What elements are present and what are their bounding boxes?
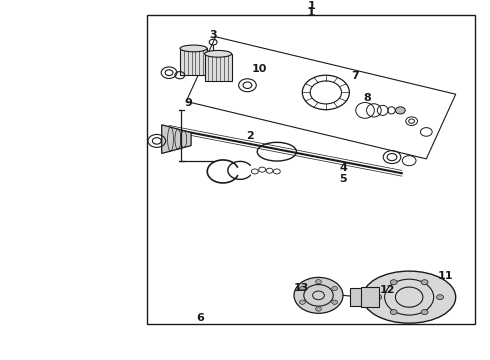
Text: 3: 3: [209, 30, 217, 40]
Circle shape: [390, 280, 397, 285]
Circle shape: [316, 307, 321, 311]
Text: 4: 4: [339, 163, 347, 173]
Circle shape: [299, 286, 305, 291]
Polygon shape: [180, 49, 207, 75]
Ellipse shape: [363, 271, 456, 323]
Text: 2: 2: [246, 131, 254, 140]
Ellipse shape: [180, 45, 207, 52]
Text: 12: 12: [379, 285, 395, 295]
Text: 10: 10: [252, 64, 268, 74]
Circle shape: [421, 310, 428, 315]
Polygon shape: [205, 54, 232, 81]
Circle shape: [437, 294, 443, 300]
Polygon shape: [162, 125, 191, 153]
Circle shape: [421, 280, 428, 285]
Circle shape: [299, 300, 305, 304]
Circle shape: [332, 286, 338, 291]
Text: 6: 6: [196, 312, 204, 323]
Circle shape: [294, 278, 343, 313]
Text: 7: 7: [351, 71, 359, 81]
Circle shape: [332, 300, 338, 304]
Bar: [350, 288, 363, 306]
Circle shape: [375, 294, 382, 300]
Text: 9: 9: [185, 98, 193, 108]
Circle shape: [395, 107, 405, 114]
Text: 13: 13: [294, 283, 309, 293]
Text: 8: 8: [364, 93, 371, 103]
Text: 11: 11: [438, 271, 454, 280]
Circle shape: [351, 293, 363, 301]
Text: 1: 1: [307, 6, 316, 19]
Circle shape: [390, 310, 397, 315]
Bar: [147, 15, 475, 324]
Circle shape: [316, 280, 321, 284]
Ellipse shape: [205, 50, 232, 57]
Text: 1: 1: [307, 1, 315, 11]
Bar: [361, 287, 379, 307]
Text: 5: 5: [339, 174, 347, 184]
